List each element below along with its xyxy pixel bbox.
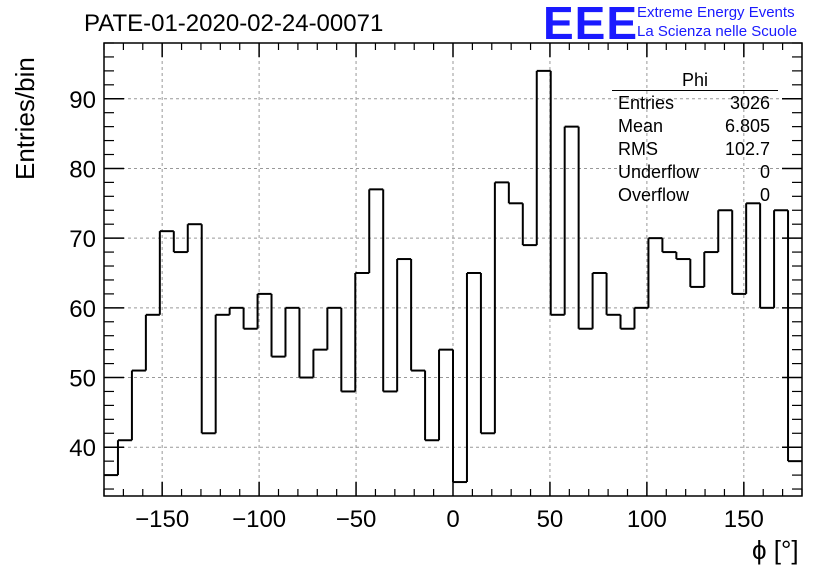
logo-caption-line2: La Scienza nelle Scuole: [637, 23, 798, 40]
stat-row-overflow: Overflow 0: [612, 183, 778, 206]
y-axis-label: Entries/bin: [10, 57, 40, 180]
chart-title: PATE-01-2020-02-24-00071: [84, 10, 384, 37]
x-tick-label: −100: [232, 506, 286, 533]
stat-row-entries: Entries 3026: [612, 91, 778, 114]
y-tick-label: 80: [69, 156, 96, 183]
x-tick-label: 100: [627, 506, 667, 533]
logo-caption: Extreme Energy Events La Scienza nelle S…: [637, 3, 797, 41]
logo-caption-line1: Extreme Energy Events: [637, 4, 795, 21]
stat-row-rms: RMS 102.7: [612, 137, 778, 160]
stats-box-title: Phi: [612, 68, 778, 91]
stats-box: Phi Entries 3026 Mean 6.805 RMS 102.7 Un…: [612, 68, 778, 206]
stat-row-mean: Mean 6.805: [612, 114, 778, 137]
axis-tick-labels: −150 −100 −50 0 50 100 150 40 50 60 70 80 90: [69, 87, 764, 533]
stat-label: RMS: [618, 139, 658, 159]
y-tick-label: 60: [69, 296, 96, 323]
y-tick-label: 40: [69, 435, 96, 462]
stat-value: 0: [759, 185, 770, 205]
stat-value: 102.7: [724, 139, 770, 159]
stat-row-underflow: Underflow 0: [612, 160, 778, 183]
y-tick-label: 70: [69, 226, 96, 253]
x-tick-label: −50: [336, 506, 377, 533]
stat-label: Underflow: [618, 162, 700, 182]
eee-logo: EEE: [543, 0, 639, 49]
stat-value: 0: [759, 162, 770, 182]
stat-label: Overflow: [618, 185, 690, 205]
y-tick-label: 50: [69, 366, 96, 393]
x-tick-label: 0: [446, 506, 459, 533]
x-tick-label: 50: [537, 506, 564, 533]
stat-value: 3026: [729, 93, 770, 113]
y-tick-label: 90: [69, 87, 96, 114]
stat-label: Entries: [618, 93, 675, 113]
stat-value: 6.805: [724, 116, 770, 136]
axis-ticks: [103, 42, 803, 496]
x-tick-label: −150: [135, 506, 189, 533]
stat-label: Mean: [618, 116, 664, 136]
x-tick-label: 150: [724, 506, 764, 533]
x-axis-label: ϕ [°]: [752, 535, 799, 565]
histogram-bars: [104, 69, 802, 484]
